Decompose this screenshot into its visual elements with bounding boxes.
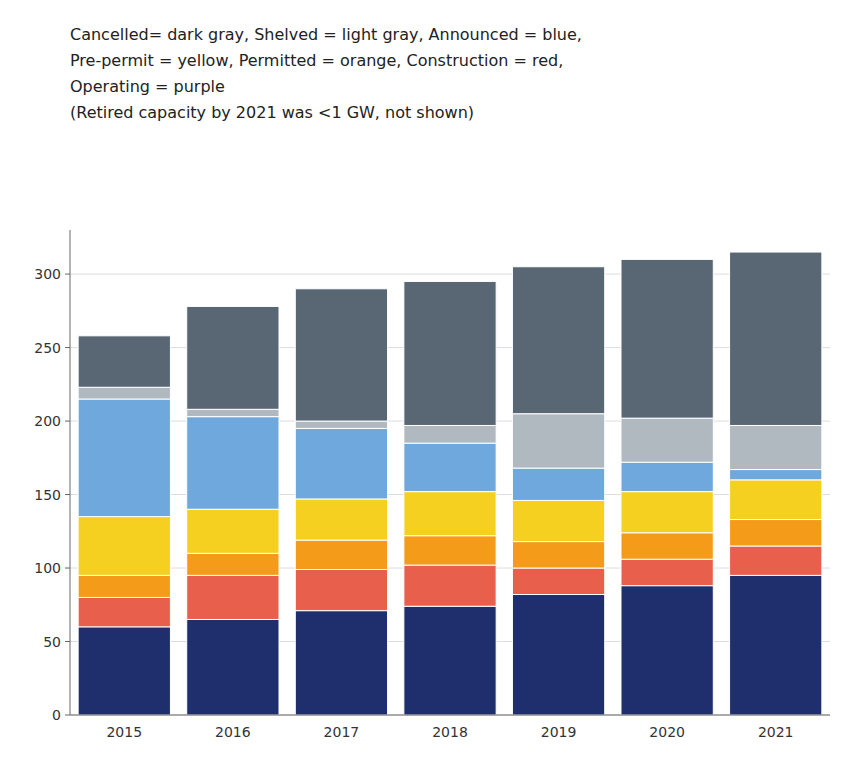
bar-segment xyxy=(621,418,713,462)
bar-segment xyxy=(512,594,604,715)
x-tick-label: 2015 xyxy=(106,724,142,740)
x-tick-label: 2021 xyxy=(758,724,794,740)
bar-segment xyxy=(187,409,279,416)
bar-segment xyxy=(621,492,713,533)
bar-segment xyxy=(621,462,713,491)
bar-segment xyxy=(295,570,387,611)
y-tick-label: 100 xyxy=(34,560,61,576)
annotations: Cancelled= dark gray, Shelved = light gr… xyxy=(70,25,582,122)
axes: 0 50 100 150 200 250 300 2015 2016 2017 2018 2019 20… xyxy=(34,230,830,740)
annotation: Operating = purple xyxy=(70,77,225,96)
bar-segment xyxy=(295,289,387,421)
bar-segment xyxy=(512,542,604,568)
chart: Cancelled= dark gray, Shelved = light gr… xyxy=(0,0,859,770)
bar-segment xyxy=(295,428,387,499)
grid-line xyxy=(70,715,830,716)
bar-segment xyxy=(78,517,170,576)
bar-segment xyxy=(512,500,604,541)
bar-segment xyxy=(187,575,279,619)
bars xyxy=(78,252,822,715)
bar-segment xyxy=(404,606,496,715)
y-tick-label: 300 xyxy=(34,266,61,282)
annotation: Cancelled= dark gray, Shelved = light gr… xyxy=(70,25,582,44)
x-tick-label: 2016 xyxy=(215,724,251,740)
bar-segment xyxy=(621,533,713,559)
bar-segment xyxy=(78,387,170,399)
bar-segment xyxy=(621,586,713,715)
bar-segment xyxy=(404,565,496,606)
bar-segment xyxy=(730,425,822,469)
bar-segment xyxy=(295,540,387,569)
y-tick xyxy=(65,715,70,716)
bar-segment xyxy=(621,259,713,418)
bar-segment xyxy=(295,499,387,540)
bar-segment xyxy=(78,575,170,597)
bar-segment xyxy=(404,425,496,443)
bar-segment xyxy=(404,492,496,536)
bar-segment xyxy=(404,443,496,492)
bar-segment xyxy=(78,597,170,626)
bar-segment xyxy=(187,306,279,409)
bar-segment xyxy=(730,575,822,715)
x-tick-label: 2017 xyxy=(324,724,360,740)
bar-segment xyxy=(512,414,604,468)
y-tick-label: 250 xyxy=(34,340,61,356)
y-tick xyxy=(65,347,70,348)
y-tick-label: 150 xyxy=(34,487,61,503)
y-axis-line xyxy=(70,230,71,715)
x-axis-line xyxy=(70,715,830,716)
bar-segment xyxy=(78,399,170,517)
bar-segment xyxy=(404,536,496,565)
y-tick-label: 50 xyxy=(43,634,61,650)
bar-segment xyxy=(295,611,387,715)
bar-segment xyxy=(512,468,604,500)
bar-segment xyxy=(295,421,387,428)
bar-segment xyxy=(512,267,604,414)
bar-segment xyxy=(78,627,170,715)
bar-segment xyxy=(187,553,279,575)
y-tick-label: 200 xyxy=(34,413,61,429)
y-tick xyxy=(65,568,70,569)
grid-line xyxy=(70,274,830,275)
y-tick-label: 0 xyxy=(52,707,61,723)
x-tick-label: 2019 xyxy=(541,724,577,740)
bar-segment xyxy=(78,336,170,387)
bar-segment xyxy=(730,546,822,575)
bar-segment xyxy=(730,470,822,480)
annotation: (Retired capacity by 2021 was <1 GW, not… xyxy=(70,103,474,122)
chart-container: Cancelled= dark gray, Shelved = light gr… xyxy=(0,0,859,770)
x-tick-label: 2020 xyxy=(649,724,685,740)
bar-segment xyxy=(730,480,822,520)
bar-segment xyxy=(187,509,279,553)
y-tick xyxy=(65,494,70,495)
x-tick-label: 2018 xyxy=(432,724,468,740)
grid xyxy=(70,274,830,715)
series xyxy=(78,252,822,425)
bar-segment xyxy=(621,559,713,585)
bar-segment xyxy=(512,568,604,594)
bar-segment xyxy=(730,252,822,425)
annotation: Pre-permit = yellow, Permitted = orange,… xyxy=(70,51,563,70)
y-tick xyxy=(65,641,70,642)
y-tick xyxy=(65,421,70,422)
y-tick xyxy=(65,274,70,275)
bar-segment xyxy=(187,619,279,715)
bar-segment xyxy=(730,520,822,546)
bar-segment xyxy=(404,281,496,425)
bar-segment xyxy=(187,417,279,510)
